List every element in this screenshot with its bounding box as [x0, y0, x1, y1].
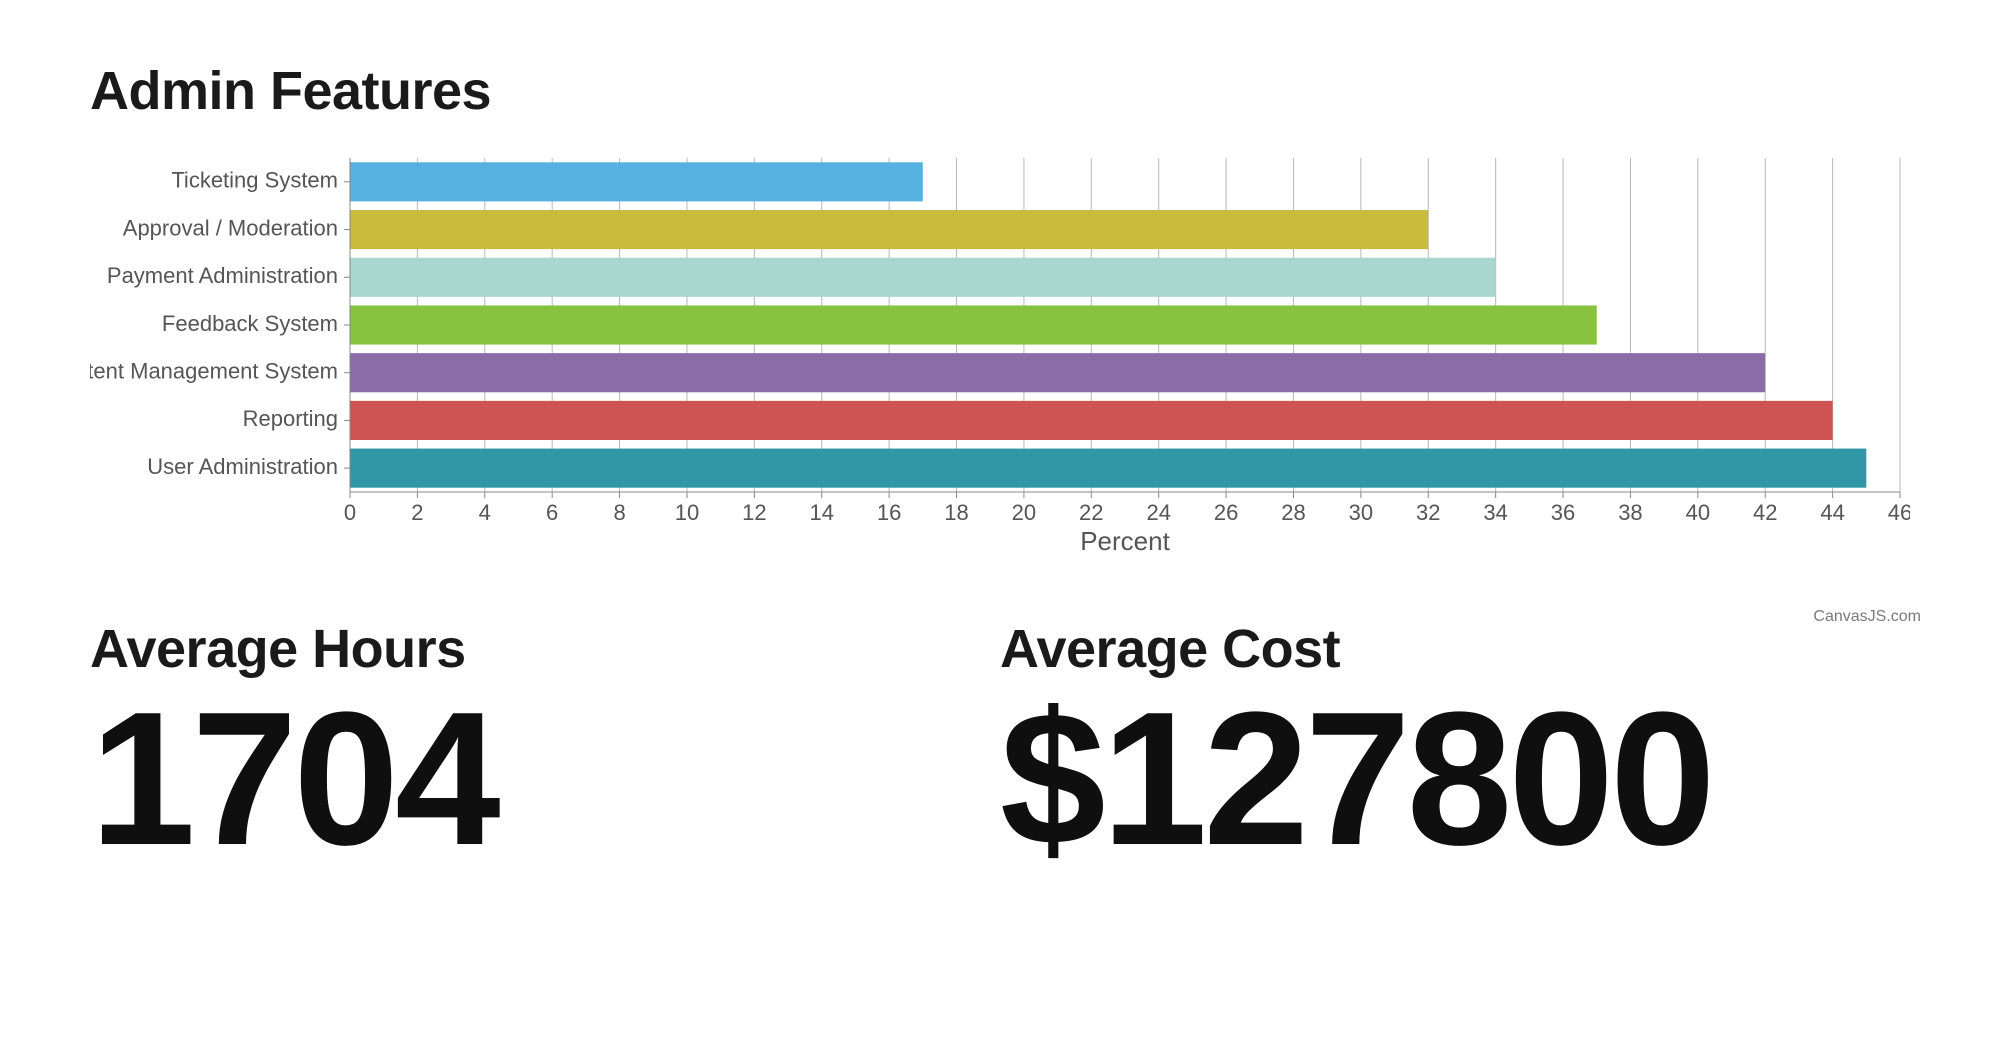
chart-credit: CanvasJS.com	[1813, 608, 1921, 626]
bar-chart: 0246810121416182022242628303234363840424…	[90, 148, 1910, 568]
x-axis-label: 32	[1416, 500, 1440, 525]
y-axis-label: Reporting	[243, 406, 338, 431]
y-axis-label: User Administration	[147, 454, 338, 479]
x-axis-label: 28	[1281, 500, 1305, 525]
x-axis-label: 20	[1012, 500, 1036, 525]
chart-container: 0246810121416182022242628303234363840424…	[90, 148, 1910, 568]
x-axis-title: Percent	[1080, 526, 1170, 556]
bar	[350, 353, 1765, 392]
y-axis-label: Payment Administration	[107, 263, 338, 288]
x-axis-label: 18	[944, 500, 968, 525]
x-axis-label: 10	[675, 500, 699, 525]
x-axis-label: 34	[1483, 500, 1507, 525]
x-axis-label: 12	[742, 500, 766, 525]
bar	[350, 258, 1496, 297]
stat-hours-value: 1704	[90, 680, 1000, 880]
bar	[350, 210, 1428, 249]
x-axis-label: 38	[1618, 500, 1642, 525]
x-axis-label: 36	[1551, 500, 1575, 525]
x-axis-label: 40	[1686, 500, 1710, 525]
x-axis-label: 46	[1888, 500, 1910, 525]
x-axis-label: 0	[344, 500, 356, 525]
x-axis-label: 2	[411, 500, 423, 525]
stat-cost-label: Average Cost	[1000, 618, 1910, 680]
y-axis-label: Content Management System	[90, 359, 338, 384]
stat-cost-value: $127800	[1000, 680, 1910, 880]
y-axis-label: Ticketing System	[171, 168, 338, 193]
bar	[350, 401, 1833, 440]
page: Admin Features 0246810121416182022242628…	[0, 0, 1999, 1040]
x-axis-label: 14	[809, 500, 833, 525]
x-axis-label: 26	[1214, 500, 1238, 525]
stat-cost: Average Cost $127800	[1000, 618, 1910, 880]
x-axis-label: 22	[1079, 500, 1103, 525]
bar	[350, 305, 1597, 344]
x-axis-label: 24	[1146, 500, 1170, 525]
x-axis-label: 4	[479, 500, 491, 525]
bar	[350, 162, 923, 201]
x-axis-label: 42	[1753, 500, 1777, 525]
bar	[350, 449, 1866, 488]
x-axis-label: 16	[877, 500, 901, 525]
x-axis-label: 44	[1820, 500, 1844, 525]
x-axis-label: 8	[613, 500, 625, 525]
x-axis-label: 30	[1349, 500, 1373, 525]
y-axis-label: Feedback System	[162, 311, 338, 336]
y-axis-label: Approval / Moderation	[123, 215, 338, 240]
stat-hours: Average Hours 1704	[90, 618, 1000, 880]
stats-row: Average Hours 1704 Average Cost $127800	[90, 618, 1910, 880]
x-axis-label: 6	[546, 500, 558, 525]
stat-hours-label: Average Hours	[90, 618, 1000, 680]
chart-title: Admin Features	[90, 60, 1929, 122]
